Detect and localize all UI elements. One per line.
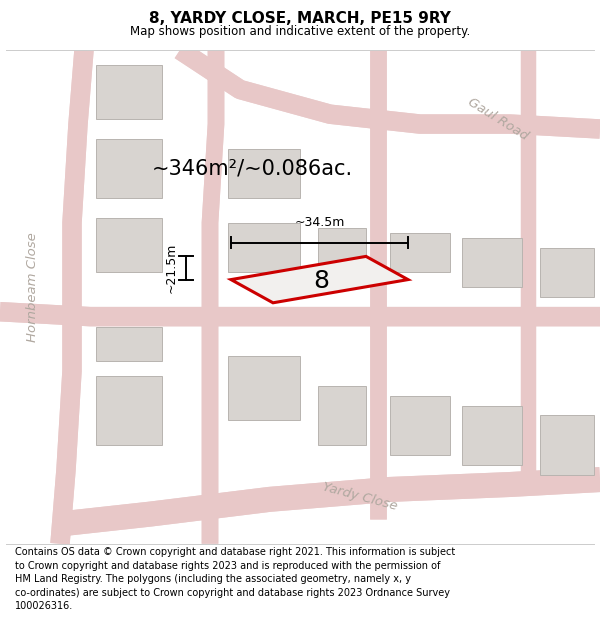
Text: Yardy Close: Yardy Close [321,481,399,513]
Text: ~346m²/~0.086ac.: ~346m²/~0.086ac. [151,159,353,179]
Polygon shape [318,228,366,272]
Text: Map shows position and indicative extent of the property.: Map shows position and indicative extent… [130,24,470,38]
Text: Hornbeam Close: Hornbeam Close [26,232,40,342]
Polygon shape [96,65,162,119]
Polygon shape [228,356,300,420]
Polygon shape [96,139,162,198]
Polygon shape [96,326,162,361]
Polygon shape [390,232,450,272]
Text: 8, YARDY CLOSE, MARCH, PE15 9RY: 8, YARDY CLOSE, MARCH, PE15 9RY [149,11,451,26]
Polygon shape [228,222,300,272]
Polygon shape [462,406,522,465]
Polygon shape [462,238,522,287]
Polygon shape [390,396,450,455]
Text: ~21.5m: ~21.5m [164,242,178,293]
Polygon shape [540,416,594,474]
Text: Contains OS data © Crown copyright and database right 2021. This information is : Contains OS data © Crown copyright and d… [15,547,455,611]
Text: 8: 8 [313,269,329,292]
Text: Gaul Road: Gaul Road [466,96,530,142]
Polygon shape [228,149,300,198]
Polygon shape [96,376,162,445]
Polygon shape [96,218,162,272]
Polygon shape [318,386,366,445]
Polygon shape [231,256,408,302]
Polygon shape [540,248,594,297]
Text: ~34.5m: ~34.5m [295,216,344,229]
